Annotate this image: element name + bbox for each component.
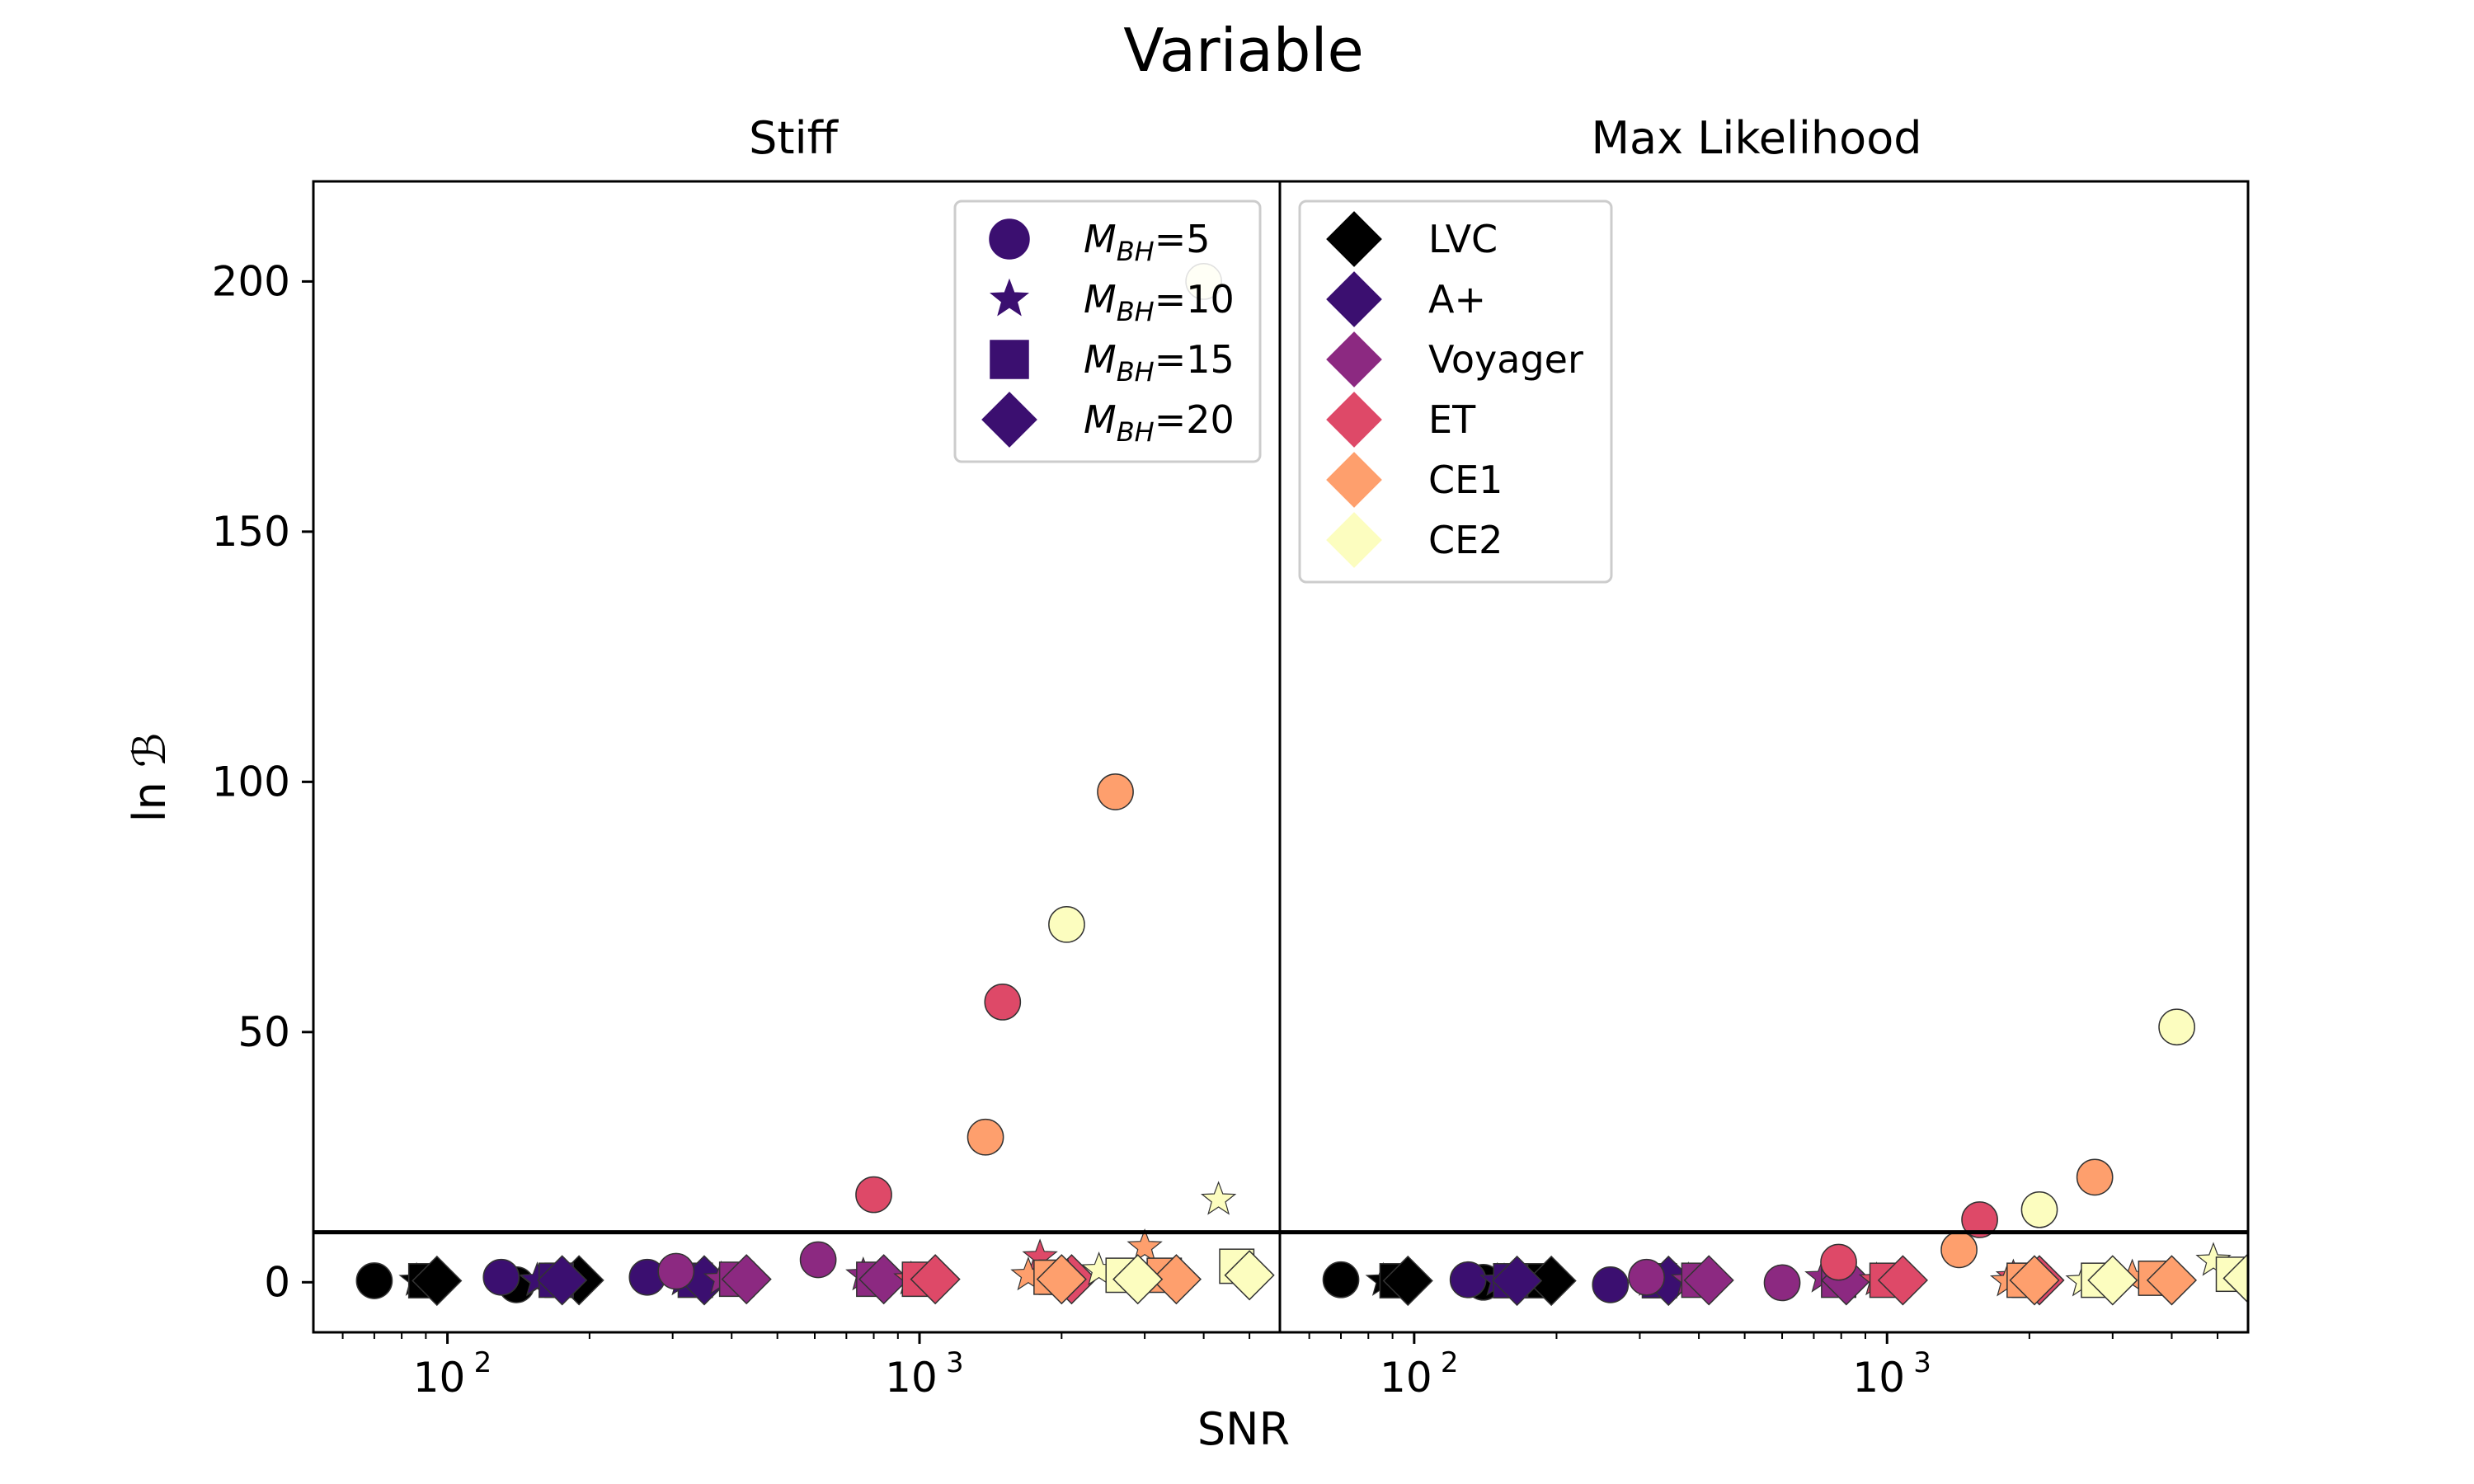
data-point-ce1-diamond — [2146, 1255, 2198, 1306]
data-point-et-circle — [984, 984, 1022, 1021]
legend-label: A+ — [1428, 277, 1486, 322]
legend-marker-diamond — [1326, 512, 1382, 568]
data-point-ce2-star — [1200, 1181, 1237, 1215]
data-point-ce2-diamond — [2222, 1252, 2248, 1304]
x-tick-exponent: 2 — [474, 1346, 492, 1379]
x-tick-label: 10 — [413, 1354, 466, 1402]
data-point-et-diamond — [910, 1254, 961, 1305]
data-point-voyager-diamond — [721, 1254, 772, 1305]
legend-marker-diamond — [1326, 392, 1382, 448]
data-point-ce2-diamond — [2087, 1255, 2138, 1306]
legend-marker-diamond — [1326, 211, 1382, 267]
x-tick-exponent: 3 — [946, 1346, 964, 1379]
x-tick-label: 10 — [885, 1354, 938, 1402]
data-point-ce2-diamond — [1112, 1254, 1164, 1305]
data-point-et-diamond — [1877, 1255, 1928, 1306]
panel-max-likelihood: Max Likelihood 10 2 10 3 LVCA+VoyagerETCE1C… — [1278, 112, 2250, 1402]
panel-title-stiff: Stiff — [749, 112, 839, 164]
y-tick-label: 150 — [212, 508, 290, 556]
x-tick-label: 10 — [1852, 1354, 1905, 1402]
x-tick-exponent: 3 — [1913, 1346, 1931, 1379]
data-point-ce1-circle — [2076, 1158, 2114, 1196]
data-point-aplus-circle — [482, 1258, 520, 1296]
data-point-et-circle — [855, 1176, 892, 1214]
data-point-lvc-diamond — [1526, 1255, 1577, 1307]
x-tick-exponent: 2 — [1441, 1346, 1459, 1379]
data-point-lvc-diamond — [412, 1255, 463, 1307]
data-point-voyager-circle — [799, 1241, 837, 1279]
legend-marker-diamond — [981, 392, 1037, 448]
legend-marker-diamond — [1326, 331, 1382, 387]
legend-label: CE2 — [1428, 518, 1503, 562]
data-point-aplus-diamond — [1491, 1255, 1543, 1307]
data-point-et-circle — [1820, 1243, 1857, 1281]
data-point-ce1-diamond — [1150, 1254, 1202, 1305]
legend-marker-circle — [989, 218, 1030, 260]
data-point-ce1-circle — [967, 1118, 1004, 1156]
data-point-voyager-circle — [1763, 1264, 1801, 1302]
data-point-ce1-diamond — [1036, 1254, 1087, 1305]
legend-mass: MBH=5 MBH=10 MBH=15 MBH=20 — [953, 200, 1262, 463]
scatter-points-max-likelihood — [1322, 1008, 2248, 1307]
data-point-ce2-circle — [2020, 1190, 2058, 1228]
legend-marker-square — [990, 340, 1029, 379]
legend-label: CE1 — [1428, 458, 1503, 502]
data-point-ce2-star — [2195, 1242, 2232, 1276]
legend-label: MBH=20 — [1084, 397, 1235, 448]
y-tick-label: 200 — [212, 257, 290, 305]
legend-label: LVC — [1428, 217, 1498, 261]
scatter-points-stiff — [355, 263, 1275, 1307]
axes-frame — [1278, 180, 2250, 1334]
legend-label: MBH=10 — [1084, 277, 1235, 327]
data-point-voyager-circle — [657, 1252, 695, 1290]
data-point-lvc-circle — [355, 1262, 393, 1299]
legend-marker-diamond — [1326, 452, 1382, 508]
data-point-ce2-diamond — [1224, 1250, 1275, 1301]
y-tick-label: 50 — [238, 1008, 290, 1056]
figure-title: Variable — [1123, 16, 1364, 85]
data-point-aplus-diamond — [537, 1255, 588, 1306]
y-axis-label: ln ℬ — [124, 733, 176, 823]
data-point-voyager-circle — [1628, 1258, 1665, 1296]
data-point-ce1-star — [1126, 1228, 1163, 1263]
data-point-ce2-circle — [1048, 905, 1085, 943]
legend-label: ET — [1428, 397, 1476, 442]
data-point-voyager-diamond — [1683, 1255, 1734, 1306]
legend-label: MBH=15 — [1084, 337, 1235, 387]
x-tick-label: 10 — [1380, 1354, 1432, 1402]
data-point-aplus-circle — [1449, 1261, 1487, 1298]
x-axis-label: SNR — [1197, 1403, 1290, 1455]
data-point-lvc-circle — [1322, 1261, 1360, 1298]
data-point-aplus-circle — [1592, 1266, 1630, 1303]
data-point-ce1-diamond — [2009, 1255, 2060, 1306]
y-tick-label: 100 — [212, 758, 290, 805]
legend-box — [953, 200, 1262, 463]
data-point-ce2-circle — [2158, 1008, 2195, 1046]
panel-title-max-likelihood: Max Likelihood — [1591, 112, 1921, 164]
legend-marker-star — [989, 278, 1030, 317]
data-point-et-circle — [1961, 1201, 1998, 1238]
data-point-voyager-diamond — [858, 1254, 910, 1305]
data-point-ce1-circle — [1940, 1231, 1978, 1269]
legend-label: Voyager — [1428, 337, 1583, 382]
legend-detector: LVC A+ Voyager ET CE1 CE2 — [1298, 200, 1613, 584]
y-tick-label: 0 — [264, 1258, 290, 1306]
legend-label: MBH=5 — [1084, 217, 1211, 267]
data-point-lvc-diamond — [1382, 1255, 1433, 1307]
data-point-ce1-circle — [1097, 773, 1134, 810]
legend-marker-diamond — [1326, 271, 1382, 327]
